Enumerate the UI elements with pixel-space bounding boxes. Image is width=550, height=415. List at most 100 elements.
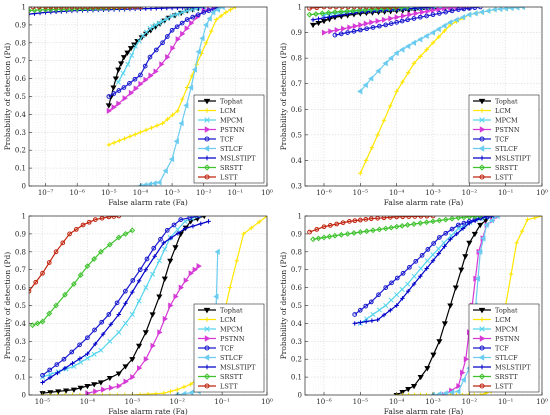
data-point-tophat bbox=[110, 85, 117, 91]
data-point-stlcf bbox=[453, 16, 459, 23]
data-point-pstnn bbox=[138, 80, 144, 88]
data-point-lstt bbox=[46, 260, 52, 265]
data-point-lcm bbox=[418, 54, 423, 59]
data-point-mpcm bbox=[184, 8, 190, 14]
y-tick-label: 0.9 bbox=[15, 230, 26, 238]
data-point-mslstipt bbox=[201, 7, 206, 10]
legend-entry-mpcm: MPCM bbox=[495, 116, 518, 124]
data-point-lstt bbox=[334, 221, 340, 227]
data-point-lcm bbox=[117, 138, 122, 143]
y-tick-label: 0.8 bbox=[291, 55, 302, 63]
data-point-mslstipt bbox=[77, 356, 83, 361]
data-point-pstnn bbox=[425, 8, 431, 15]
data-point-pstnn bbox=[162, 315, 168, 322]
series-line-tcf bbox=[334, 7, 481, 36]
data-point-tcf bbox=[357, 307, 363, 313]
y-tick-label: 0.9 bbox=[15, 21, 26, 29]
data-point-srstt bbox=[430, 218, 436, 225]
data-point-pstnn bbox=[400, 12, 407, 20]
y-tick-label: 0.5 bbox=[15, 93, 26, 101]
data-point-mslstipt bbox=[108, 322, 114, 327]
data-point-tophat bbox=[112, 76, 119, 82]
data-point-mslstipt bbox=[100, 331, 106, 337]
data-point-lstt bbox=[363, 216, 369, 222]
series-group bbox=[29, 216, 267, 395]
y-axis-label: Probability of detection (Pd) bbox=[3, 43, 12, 151]
x-tick-label: 10⁻⁵ bbox=[35, 398, 51, 406]
data-point-srstt bbox=[404, 7, 411, 10]
data-point-tcf bbox=[419, 253, 425, 258]
data-point-stlcf bbox=[502, 7, 509, 12]
legend-entry-srstt: SRSTT bbox=[220, 373, 243, 381]
data-point-mslstipt bbox=[40, 380, 45, 385]
data-point-mslstipt bbox=[47, 375, 53, 380]
data-point-pstnn bbox=[175, 36, 181, 43]
data-point-lcm bbox=[460, 392, 465, 395]
data-point-tcf bbox=[400, 270, 406, 276]
data-point-pstnn bbox=[358, 21, 364, 28]
legend-entry-pstnn: PSTNN bbox=[220, 335, 245, 343]
legend-marker-pstnn bbox=[479, 335, 486, 342]
legend-entry-tcf: TCF bbox=[495, 135, 509, 143]
x-tick-label: 10⁻³ bbox=[164, 189, 180, 197]
data-point-mslstipt bbox=[123, 301, 128, 306]
y-tick-label: 0.4 bbox=[291, 320, 303, 328]
data-point-srstt bbox=[423, 219, 430, 226]
legend-entry-mslstipt: MSLSTIPT bbox=[220, 363, 256, 371]
data-point-tcf bbox=[449, 8, 455, 14]
data-point-lcm bbox=[411, 61, 417, 66]
data-point-tophat bbox=[118, 61, 125, 67]
y-tick-label: 0.2 bbox=[291, 356, 302, 364]
data-point-pstnn bbox=[178, 284, 184, 291]
data-point-tcf bbox=[394, 19, 400, 25]
data-point-lstt bbox=[40, 270, 45, 276]
data-point-tcf bbox=[206, 8, 212, 13]
data-point-lcm bbox=[115, 392, 120, 395]
data-point-lcm bbox=[508, 271, 514, 277]
data-point-srstt bbox=[338, 8, 344, 15]
data-point-lcm bbox=[478, 392, 483, 395]
x-axis-label: False alarm rate (Fa) bbox=[384, 198, 464, 207]
data-point-srstt bbox=[310, 236, 316, 243]
data-point-lcm bbox=[436, 34, 441, 40]
data-point-mpcm bbox=[182, 218, 188, 224]
data-point-lcm bbox=[241, 231, 246, 237]
x-tick-label: 10⁻⁷ bbox=[38, 189, 54, 197]
data-point-tcf bbox=[54, 362, 60, 367]
roc-panel-4: 10⁻⁶ 10⁻⁵ 10⁻⁴ 10⁻³ 10⁻² 10⁻¹ 10⁰ 0 0.1 0.2 0.3 0.4… bbox=[279, 213, 548, 415]
roc-panel-2: 10⁻⁶ 10⁻⁵ 10⁻⁴ 10⁻³ 10⁻² 10⁻¹ 10⁰ 0.3 0.4 0.5 0.6 0… bbox=[279, 4, 548, 208]
data-point-lcm bbox=[412, 392, 417, 395]
data-point-stlcf bbox=[210, 9, 216, 16]
data-point-lstt bbox=[387, 216, 393, 220]
data-point-srstt bbox=[398, 7, 405, 11]
x-tick-label: 10⁻² bbox=[462, 189, 478, 197]
data-point-stlcf bbox=[485, 7, 491, 14]
data-point-tcf bbox=[153, 47, 159, 53]
y-tick-label: 0.9 bbox=[291, 230, 302, 238]
x-tick-label: 10⁻³ bbox=[425, 189, 441, 197]
data-point-tcf bbox=[77, 342, 82, 348]
data-point-pstnn bbox=[130, 374, 136, 381]
data-point-lcm bbox=[218, 13, 224, 19]
data-point-mpcm bbox=[364, 316, 370, 322]
data-point-lcm bbox=[122, 392, 128, 395]
data-point-srstt bbox=[121, 7, 128, 11]
data-point-srstt bbox=[332, 232, 338, 239]
data-point-tophat bbox=[471, 231, 478, 238]
data-point-stlcf bbox=[423, 32, 429, 40]
data-point-lcm bbox=[137, 392, 143, 395]
data-point-tophat bbox=[129, 357, 136, 363]
data-point-mslstipt bbox=[424, 266, 429, 271]
data-point-srstt bbox=[306, 11, 313, 18]
data-point-pstnn bbox=[143, 76, 149, 83]
data-point-srstt bbox=[31, 7, 38, 14]
data-point-lcm bbox=[70, 392, 75, 395]
data-point-pstnn bbox=[159, 61, 165, 68]
data-point-lstt bbox=[352, 218, 358, 224]
data-point-lcm bbox=[525, 217, 530, 222]
legend-entry-tophat: Tophat bbox=[220, 97, 243, 105]
data-point-srstt bbox=[39, 318, 46, 325]
y-tick-label: 0.7 bbox=[15, 266, 26, 274]
data-point-srstt bbox=[321, 234, 327, 241]
